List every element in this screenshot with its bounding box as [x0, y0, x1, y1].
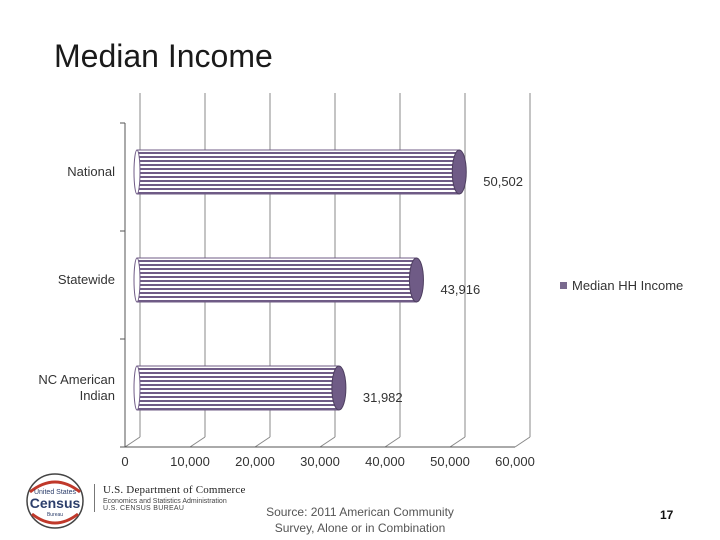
source-note: Source: 2011 American Community Survey, …	[266, 505, 454, 535]
bar-cap-right	[408, 257, 424, 303]
bar-cap-left	[133, 257, 141, 303]
x-tick-label: 0	[121, 454, 128, 469]
data-label: 31,982	[363, 390, 403, 405]
x-tick-label: 10,000	[170, 454, 210, 469]
bar-cap-left	[133, 149, 141, 195]
legend-label: Median HH Income	[572, 278, 684, 293]
gridline-floor	[189, 436, 206, 448]
legend-swatch	[560, 282, 567, 289]
agency-subname: Economics and Statistics Administration	[103, 498, 227, 505]
gridline-floor	[449, 436, 466, 448]
gridline-floor	[384, 436, 401, 448]
x-tick-label: 30,000	[300, 454, 340, 469]
bar-body	[136, 365, 340, 411]
bar-cap-left	[133, 365, 141, 411]
x-tick-label: 40,000	[365, 454, 405, 469]
seal-top-text: United States	[34, 489, 77, 496]
seal-bottom-text: Bureau	[47, 512, 63, 518]
data-label: 43,916	[440, 282, 480, 297]
x-tick-label: 50,000	[430, 454, 470, 469]
census-seal-icon: United States Census Bureau	[26, 473, 84, 529]
census-logo: United States Census Bureau U.S. Departm…	[24, 470, 254, 532]
bar-chart: 0 10,000 20,000 30,000 40,000 50,000 60,000 50,…	[38, 93, 535, 469]
bar-body	[136, 149, 460, 195]
seal-main-text: Census	[30, 495, 81, 511]
category-label: NC American Indian	[38, 372, 115, 403]
category-label: Statewide	[58, 272, 115, 287]
data-label: 50,502	[483, 174, 523, 189]
gridline-floor	[254, 436, 271, 448]
gridline-floor	[124, 436, 141, 448]
agency-block: U.S. Department of Commerce Economics an…	[94, 484, 263, 512]
bar	[133, 257, 424, 303]
slide-title: Median Income	[54, 38, 273, 74]
agency-bureau: U.S. CENSUS BUREAU	[103, 505, 185, 512]
bar	[133, 149, 467, 195]
agency-name: U.S. Department of Commerce	[103, 484, 246, 496]
bar	[133, 365, 347, 411]
gridline-floor	[319, 436, 336, 448]
bar-cap-right	[451, 149, 467, 195]
x-tick-label: 20,000	[235, 454, 275, 469]
page-number: 17	[660, 508, 674, 522]
bar-cap-right	[331, 365, 347, 411]
bar-body	[136, 257, 417, 303]
gridline-floor	[514, 436, 531, 448]
x-tick-label: 60,000	[495, 454, 535, 469]
chart-legend: Median HH Income	[560, 278, 683, 293]
category-label: National	[67, 164, 115, 179]
